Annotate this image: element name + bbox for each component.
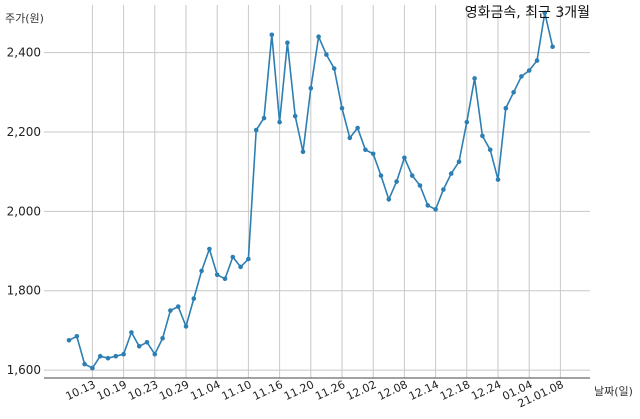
data-point <box>152 351 158 357</box>
data-point <box>534 58 540 63</box>
data-point <box>191 296 197 301</box>
data-point <box>526 68 532 73</box>
data-point <box>97 353 103 359</box>
x-tick-label: 12.18 <box>438 378 472 403</box>
x-axis-label: 날짜(일) <box>594 384 633 398</box>
data-point <box>144 340 150 345</box>
data-point <box>347 135 353 141</box>
data-point <box>441 187 446 192</box>
data-point <box>246 256 251 262</box>
x-tick-label: 12.02 <box>344 378 378 403</box>
data-point <box>285 40 290 45</box>
x-tick-label: 11.16 <box>251 378 285 403</box>
data-point <box>175 304 181 309</box>
data-point <box>409 173 415 178</box>
data-point <box>386 197 392 202</box>
data-point <box>66 338 72 343</box>
chart-title: 영화금속, 최근 3개월 <box>465 5 590 21</box>
data-point <box>199 268 204 274</box>
data-point <box>402 155 407 161</box>
y-tick-label: 2,200 <box>7 125 41 139</box>
data-point <box>339 105 345 111</box>
y-axis-ticks: 1,600 1,800 2,000 2,200 2,400 <box>7 46 41 377</box>
x-tick-label: 11.10 <box>220 378 254 403</box>
data-point <box>355 125 360 131</box>
x-axis-ticks: 10.1310.1910.2310.2911.0411.1011.1611.20… <box>64 378 566 410</box>
data-point <box>363 147 368 153</box>
data-point <box>168 308 173 313</box>
data-point <box>269 32 275 38</box>
data-point <box>495 177 501 182</box>
x-tick-label: 11.04 <box>188 378 222 403</box>
data-point <box>433 207 438 212</box>
data-point <box>230 254 236 260</box>
data-point <box>480 133 485 139</box>
data-point <box>511 90 516 95</box>
data-point <box>222 276 228 282</box>
data-point <box>487 147 493 153</box>
data-point <box>82 361 87 367</box>
data-point <box>550 44 555 49</box>
data-point <box>472 76 477 81</box>
data-point <box>300 149 306 155</box>
data-point <box>160 336 165 341</box>
x-tick-label: 10.13 <box>64 378 98 403</box>
data-point <box>378 173 384 178</box>
data-point <box>90 365 95 371</box>
data-point <box>277 119 282 125</box>
data-point <box>324 52 329 57</box>
grid-lines <box>44 5 590 378</box>
data-point <box>261 115 267 121</box>
data-point <box>425 203 431 208</box>
data-point <box>129 330 134 335</box>
x-tick-label: 11.20 <box>282 378 316 403</box>
data-point <box>456 159 462 164</box>
y-axis-label: 주가(원) <box>5 12 44 25</box>
x-tick-label: 12.14 <box>407 378 441 403</box>
y-tick-label: 1,600 <box>7 363 41 377</box>
data-point <box>253 127 259 133</box>
data-point <box>370 151 376 157</box>
data-point <box>519 74 524 79</box>
x-tick-label: 10.19 <box>95 378 129 403</box>
y-tick-label: 2,000 <box>7 204 41 218</box>
price-series-points <box>66 10 555 371</box>
data-point <box>308 86 314 91</box>
x-tick-label: 10.23 <box>126 378 160 403</box>
data-point <box>183 324 189 329</box>
data-point <box>394 179 399 184</box>
data-point <box>113 353 119 359</box>
data-point <box>121 351 126 357</box>
data-point <box>464 119 470 125</box>
y-tick-label: 1,800 <box>7 284 41 298</box>
data-point <box>207 246 212 252</box>
data-point <box>74 334 80 339</box>
x-tick-label: 12.24 <box>469 378 503 403</box>
data-point <box>542 10 548 16</box>
x-tick-label: 11.26 <box>313 378 347 403</box>
data-point <box>105 355 111 361</box>
data-point <box>316 34 321 39</box>
data-point <box>417 183 423 188</box>
data-point <box>214 272 220 278</box>
data-point <box>292 113 298 119</box>
data-point <box>331 66 337 71</box>
data-point <box>238 264 243 270</box>
y-tick-label: 2,400 <box>7 46 41 60</box>
x-tick-label: 10.29 <box>157 378 191 403</box>
x-tick-label: 12.08 <box>376 378 410 403</box>
data-point <box>448 171 454 176</box>
data-point <box>503 105 509 111</box>
data-point <box>136 344 142 349</box>
